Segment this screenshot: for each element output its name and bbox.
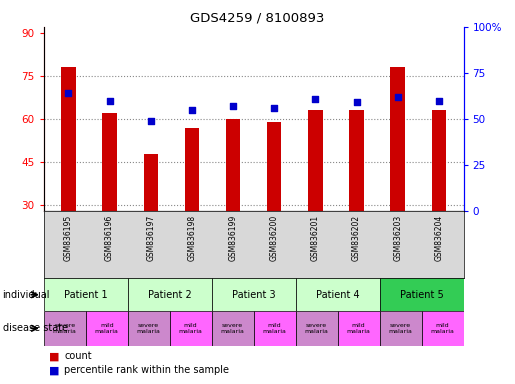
Text: Patient 4: Patient 4 [316,290,359,300]
Text: severe
malaria: severe malaria [389,323,413,334]
Text: percentile rank within the sample: percentile rank within the sample [64,365,229,375]
Text: mild
malaria: mild malaria [95,323,118,334]
Bar [296,278,380,311]
Point [435,98,443,104]
Text: mild
malaria: mild malaria [431,323,454,334]
Bar [144,154,158,211]
Bar [253,311,296,346]
Bar [212,311,253,346]
Text: individual: individual [3,290,50,300]
Point [393,94,402,100]
Bar [267,122,281,211]
Text: GSM836200: GSM836200 [270,215,279,261]
Bar [390,67,405,211]
Bar [226,119,241,211]
Text: severe
malaria: severe malaria [221,323,245,334]
Point [352,99,360,106]
Text: disease state: disease state [3,323,67,333]
Text: count: count [64,351,92,361]
Bar [185,127,199,211]
Text: mild
malaria: mild malaria [347,323,370,334]
Point [229,103,237,109]
Text: GSM836196: GSM836196 [105,215,114,261]
Text: GSM836204: GSM836204 [434,215,443,261]
Text: ■: ■ [49,365,59,375]
Bar [349,111,364,211]
Text: GSM836197: GSM836197 [146,215,155,261]
Text: severe
malaria: severe malaria [305,323,329,334]
Point [147,118,155,124]
Text: GSM836202: GSM836202 [352,215,361,261]
Bar [432,111,446,211]
Point [311,96,319,102]
Bar [212,278,296,311]
Bar [44,278,128,311]
Bar [170,311,212,346]
Text: Patient 2: Patient 2 [148,290,192,300]
Text: GSM836201: GSM836201 [311,215,320,261]
Text: GSM836203: GSM836203 [393,215,402,261]
Bar [380,311,422,346]
Text: Patient 3: Patient 3 [232,290,276,300]
Bar [308,111,322,211]
Bar [61,67,76,211]
Bar [296,311,338,346]
Text: ■: ■ [49,351,59,361]
Bar [380,278,464,311]
Text: Patient 1: Patient 1 [64,290,108,300]
Text: severe
malaria: severe malaria [53,323,77,334]
Bar [128,311,170,346]
Bar [338,311,380,346]
Bar [44,311,85,346]
Text: GSM836199: GSM836199 [229,215,237,261]
Text: severe
malaria: severe malaria [137,323,161,334]
Point [270,105,278,111]
Bar [102,113,117,211]
Text: mild
malaria: mild malaria [263,323,286,334]
Bar [128,278,212,311]
Text: GDS4259 / 8100893: GDS4259 / 8100893 [191,12,324,25]
Point [106,98,114,104]
Text: GSM836198: GSM836198 [187,215,196,261]
Bar [85,311,128,346]
Point [64,90,73,96]
Bar [421,311,464,346]
Text: mild
malaria: mild malaria [179,323,202,334]
Point [188,107,196,113]
Text: GSM836195: GSM836195 [64,215,73,261]
Text: Patient 5: Patient 5 [400,290,443,300]
